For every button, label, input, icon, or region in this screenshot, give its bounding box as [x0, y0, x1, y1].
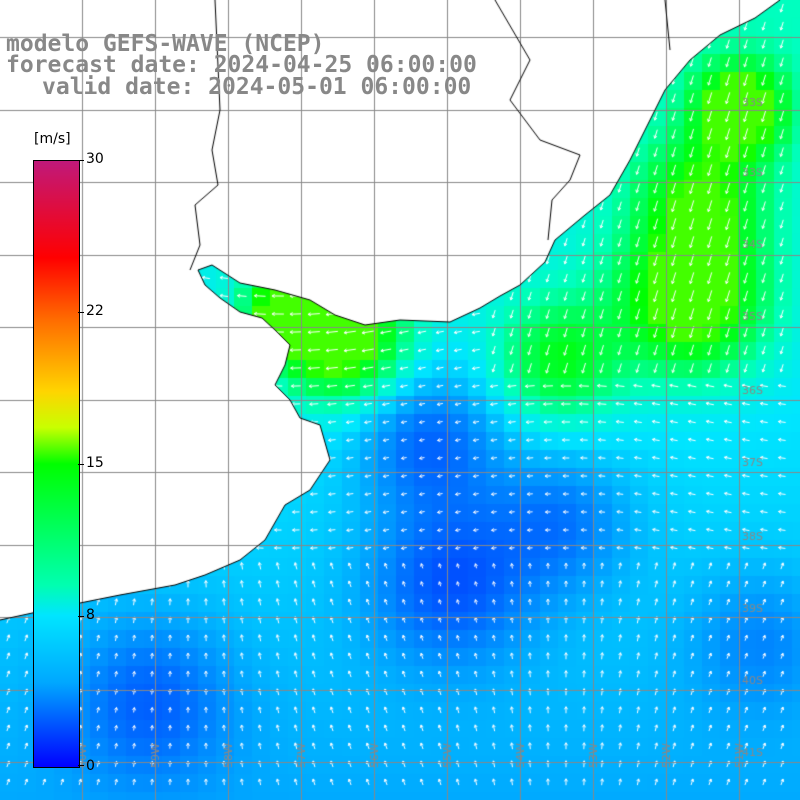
valid-date: valid date: 2024-05-01 06:00:00 — [42, 74, 472, 100]
colorbar-tick-mark — [78, 616, 84, 617]
colorbar-tick-mark — [78, 464, 84, 465]
colorbar-tick-30: 30 — [86, 151, 104, 167]
colorbar-tick-22: 22 — [86, 303, 104, 319]
colorbar-tick-15: 15 — [86, 455, 104, 471]
colorbar-tick-0: 0 — [86, 758, 95, 774]
colorbar-tick-mark — [78, 765, 84, 766]
colorbar-tick-8: 8 — [86, 607, 95, 623]
colorbar — [33, 160, 80, 768]
colorbar-unit: [m/s] — [34, 131, 71, 147]
colorbar-tick-mark — [78, 160, 84, 161]
colorbar-tick-mark — [78, 312, 84, 313]
forecast-date: forecast date: 2024-04-25 06:00:00 — [6, 52, 477, 78]
model-title: modelo GEFS-WAVE (NCEP) — [6, 31, 325, 57]
